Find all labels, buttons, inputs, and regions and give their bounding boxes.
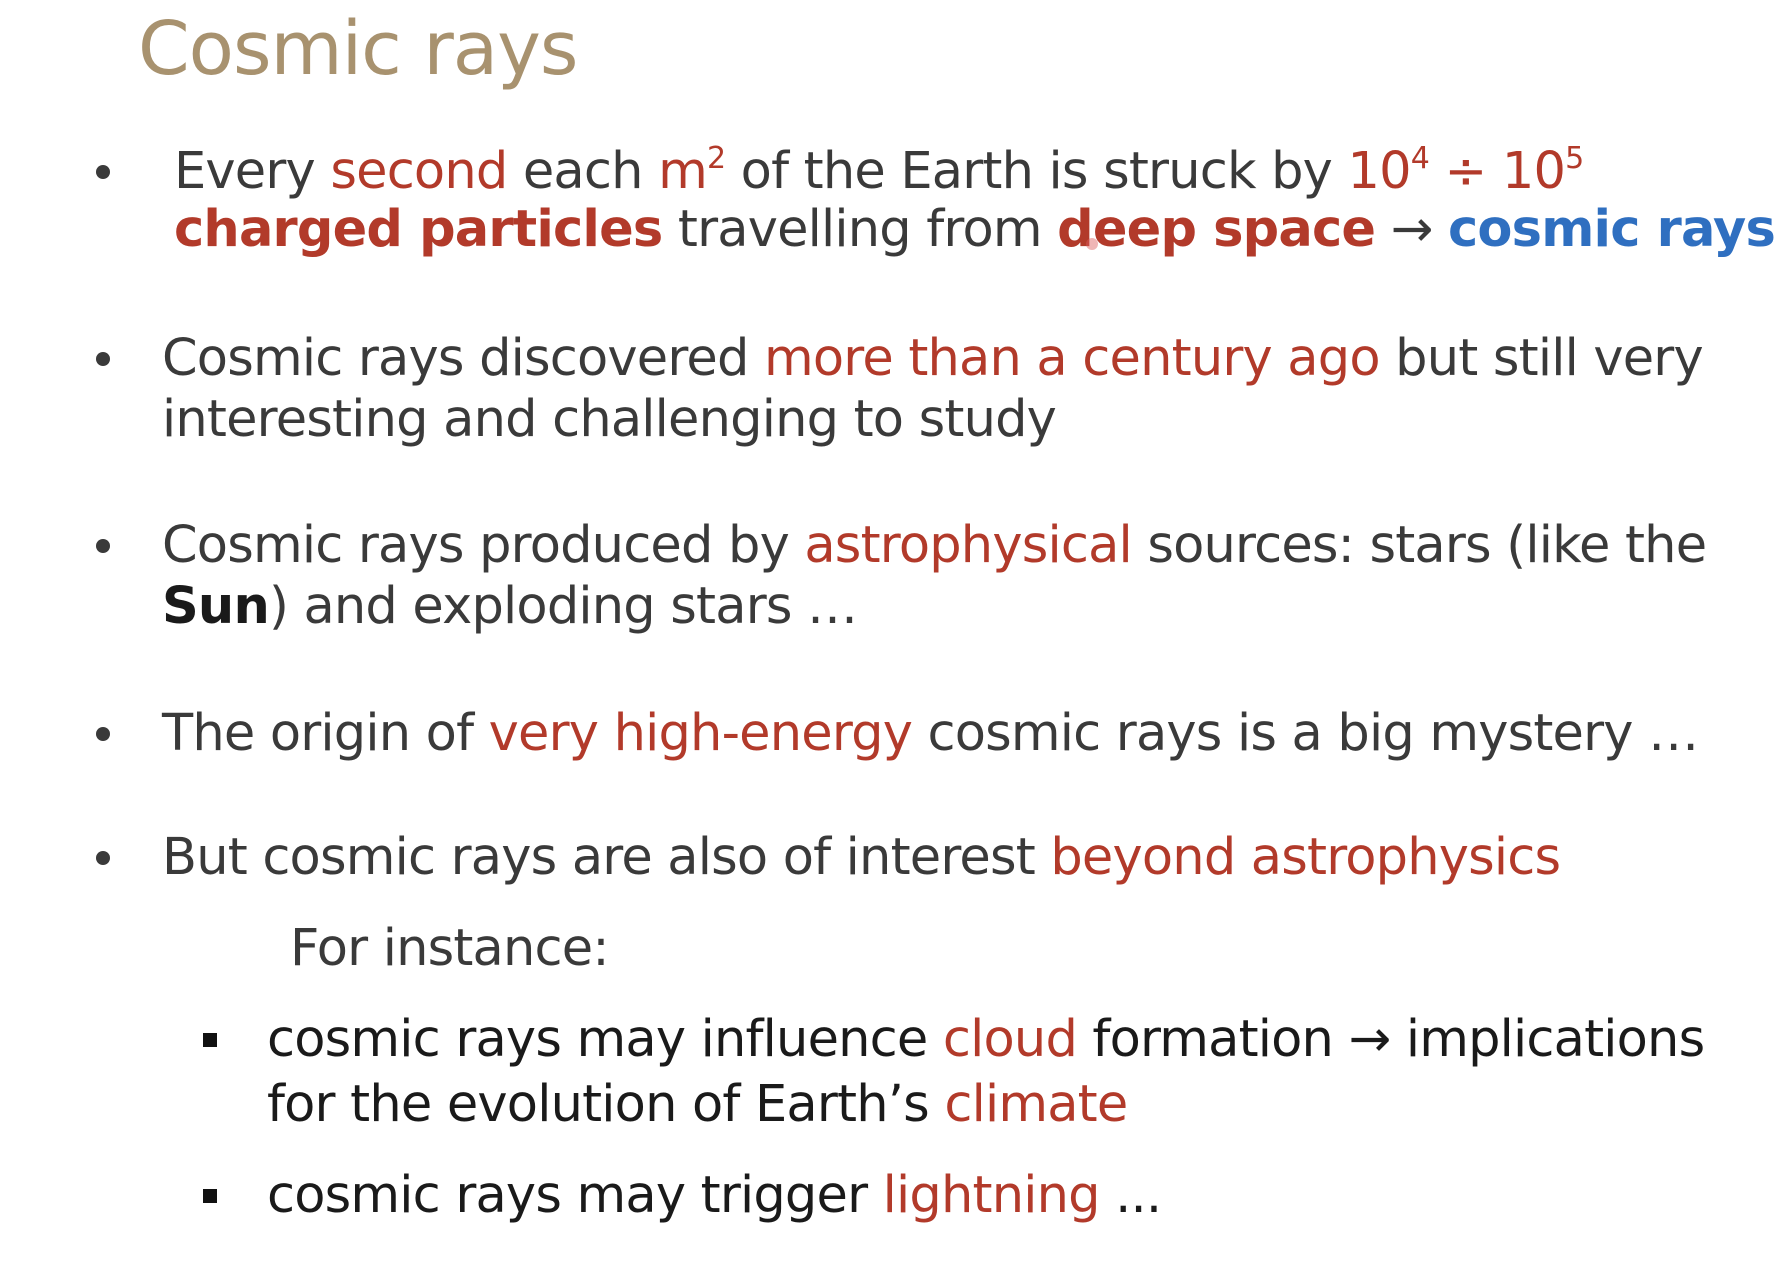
text-span: formation → implications xyxy=(1077,1010,1705,1069)
bullet-dot xyxy=(96,727,110,741)
bullet-dot xyxy=(96,539,110,553)
highlight-text: climate xyxy=(944,1075,1128,1134)
text-span: sources: stars (like the xyxy=(1131,516,1707,575)
highlight-text: very high-energy xyxy=(488,704,913,763)
bullet-dot xyxy=(96,165,110,179)
text-span: For instance: xyxy=(290,919,610,978)
text-span: The origin of xyxy=(162,704,489,763)
slide-title: Cosmic rays xyxy=(138,6,578,92)
text-span: Cosmic rays discovered xyxy=(162,329,764,388)
bullet-3-line-1: Cosmic rays produced by astrophysical so… xyxy=(162,515,1707,576)
highlight-text: lightning xyxy=(882,1166,1101,1225)
highlight-text: cosmic rays xyxy=(1447,200,1776,259)
bullet-2-line-1: Cosmic rays discovered more than a centu… xyxy=(162,328,1704,389)
sub-bullet-1-line-2: for the evolution of Earth’s climate xyxy=(267,1074,1128,1135)
bullet-1-line-1: Every second each m2 of the Earth is str… xyxy=(174,141,1584,202)
text-span: each xyxy=(507,142,659,201)
highlight-text: more than a century ago xyxy=(764,329,1381,388)
highlight-text: charged particles xyxy=(174,200,663,259)
for-instance-label: For instance: xyxy=(290,918,610,979)
text-span: But cosmic rays are also of interest xyxy=(162,828,1051,887)
bold-text: Sun xyxy=(162,577,270,636)
bullet-2-line-2: interesting and challenging to study xyxy=(162,389,1057,450)
highlight-text: second xyxy=(330,142,508,201)
sub-bullet-2-line-1: cosmic rays may trigger lightning ... xyxy=(267,1165,1162,1226)
text-span: interesting and challenging to study xyxy=(162,390,1057,449)
text-span: ) and exploding stars … xyxy=(268,577,858,636)
text-span: Every xyxy=(174,142,331,201)
laser-pointer-dot xyxy=(1086,238,1098,250)
text-span: Cosmic rays produced by xyxy=(162,516,805,575)
bullet-1-line-2: charged particles travelling from deep s… xyxy=(174,199,1776,260)
text-span: cosmic rays may trigger xyxy=(267,1166,883,1225)
text-span: but still very xyxy=(1379,329,1704,388)
text-span: ... xyxy=(1099,1166,1162,1225)
bullet-3-line-2: Sun) and exploding stars … xyxy=(162,576,858,637)
bullet-dot xyxy=(96,352,110,366)
text-span: of the Earth is struck by xyxy=(725,142,1348,201)
square-bullet xyxy=(203,1189,217,1203)
highlight-text: cloud xyxy=(942,1010,1078,1069)
text-span: cosmic rays may influence xyxy=(267,1010,943,1069)
arrow: → xyxy=(1375,200,1448,259)
highlight-text: 10 xyxy=(1501,142,1566,201)
highlight-text: beyond astrophysics xyxy=(1050,828,1561,887)
sub-bullet-1-line-1: cosmic rays may influence cloud formatio… xyxy=(267,1009,1705,1070)
text-span: cosmic rays is a big mystery … xyxy=(912,704,1699,763)
highlight-text: m xyxy=(658,142,708,201)
superscript: 2 xyxy=(706,141,726,176)
square-bullet xyxy=(203,1033,217,1047)
highlight-text: ÷ xyxy=(1429,142,1502,201)
bullet-5-line-1: But cosmic rays are also of interest bey… xyxy=(162,827,1561,888)
text-span: travelling from xyxy=(662,200,1058,259)
bullet-dot xyxy=(96,851,110,865)
superscript: 4 xyxy=(1410,141,1430,176)
bullet-4-line-1: The origin of very high-energy cosmic ra… xyxy=(162,703,1699,764)
text-span: for the evolution of Earth’s xyxy=(267,1075,945,1134)
highlight-text: deep space xyxy=(1057,200,1376,259)
highlight-text: astrophysical xyxy=(804,516,1132,575)
highlight-text: 10 xyxy=(1347,142,1411,201)
superscript: 5 xyxy=(1565,141,1584,176)
